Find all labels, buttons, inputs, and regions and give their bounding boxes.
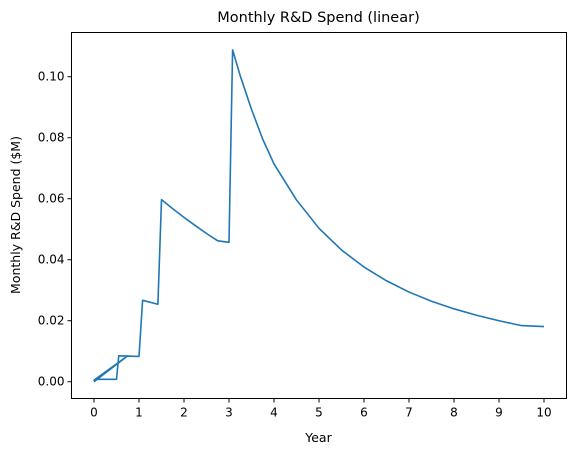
x-axis-label: Year bbox=[304, 430, 332, 445]
x-tick-label: 0 bbox=[90, 406, 98, 420]
x-tick-label: 6 bbox=[360, 406, 368, 420]
y-tick-label: 0.00 bbox=[38, 375, 65, 389]
x-tick-label: 4 bbox=[270, 406, 278, 420]
series-line-0 bbox=[93, 49, 545, 383]
x-axis: 0 1 2 3 4 5 6 7 8 9 10 bbox=[90, 398, 552, 420]
x-tick-label: 7 bbox=[405, 406, 413, 420]
y-tick-label: 0.04 bbox=[38, 253, 65, 267]
plot-area: 0 1 2 3 4 5 6 7 8 9 10 0.00 0.02 0.04 0.06 0.08 0.10 bbox=[38, 32, 567, 420]
x-tick-label: 9 bbox=[495, 406, 503, 420]
y-axis-label: Monthly R&D Spend ($M) bbox=[8, 136, 23, 294]
x-tick-label: 8 bbox=[450, 406, 458, 420]
x-tick-label: 1 bbox=[135, 406, 143, 420]
x-tick-label: 10 bbox=[536, 406, 551, 420]
x-tick-label: 5 bbox=[315, 406, 323, 420]
x-tick-label: 3 bbox=[225, 406, 233, 420]
chart-title: Monthly R&D Spend (linear) bbox=[217, 10, 419, 26]
y-tick-label: 0.02 bbox=[38, 314, 65, 328]
x-tick-label: 2 bbox=[180, 406, 188, 420]
plot-frame bbox=[71, 32, 567, 399]
y-axis: 0.00 0.02 0.04 0.06 0.08 0.10 bbox=[38, 70, 72, 389]
y-tick-label: 0.10 bbox=[38, 70, 65, 84]
y-tick-label: 0.06 bbox=[38, 192, 65, 206]
series-layer bbox=[93, 49, 545, 383]
y-tick-label: 0.08 bbox=[38, 131, 65, 145]
